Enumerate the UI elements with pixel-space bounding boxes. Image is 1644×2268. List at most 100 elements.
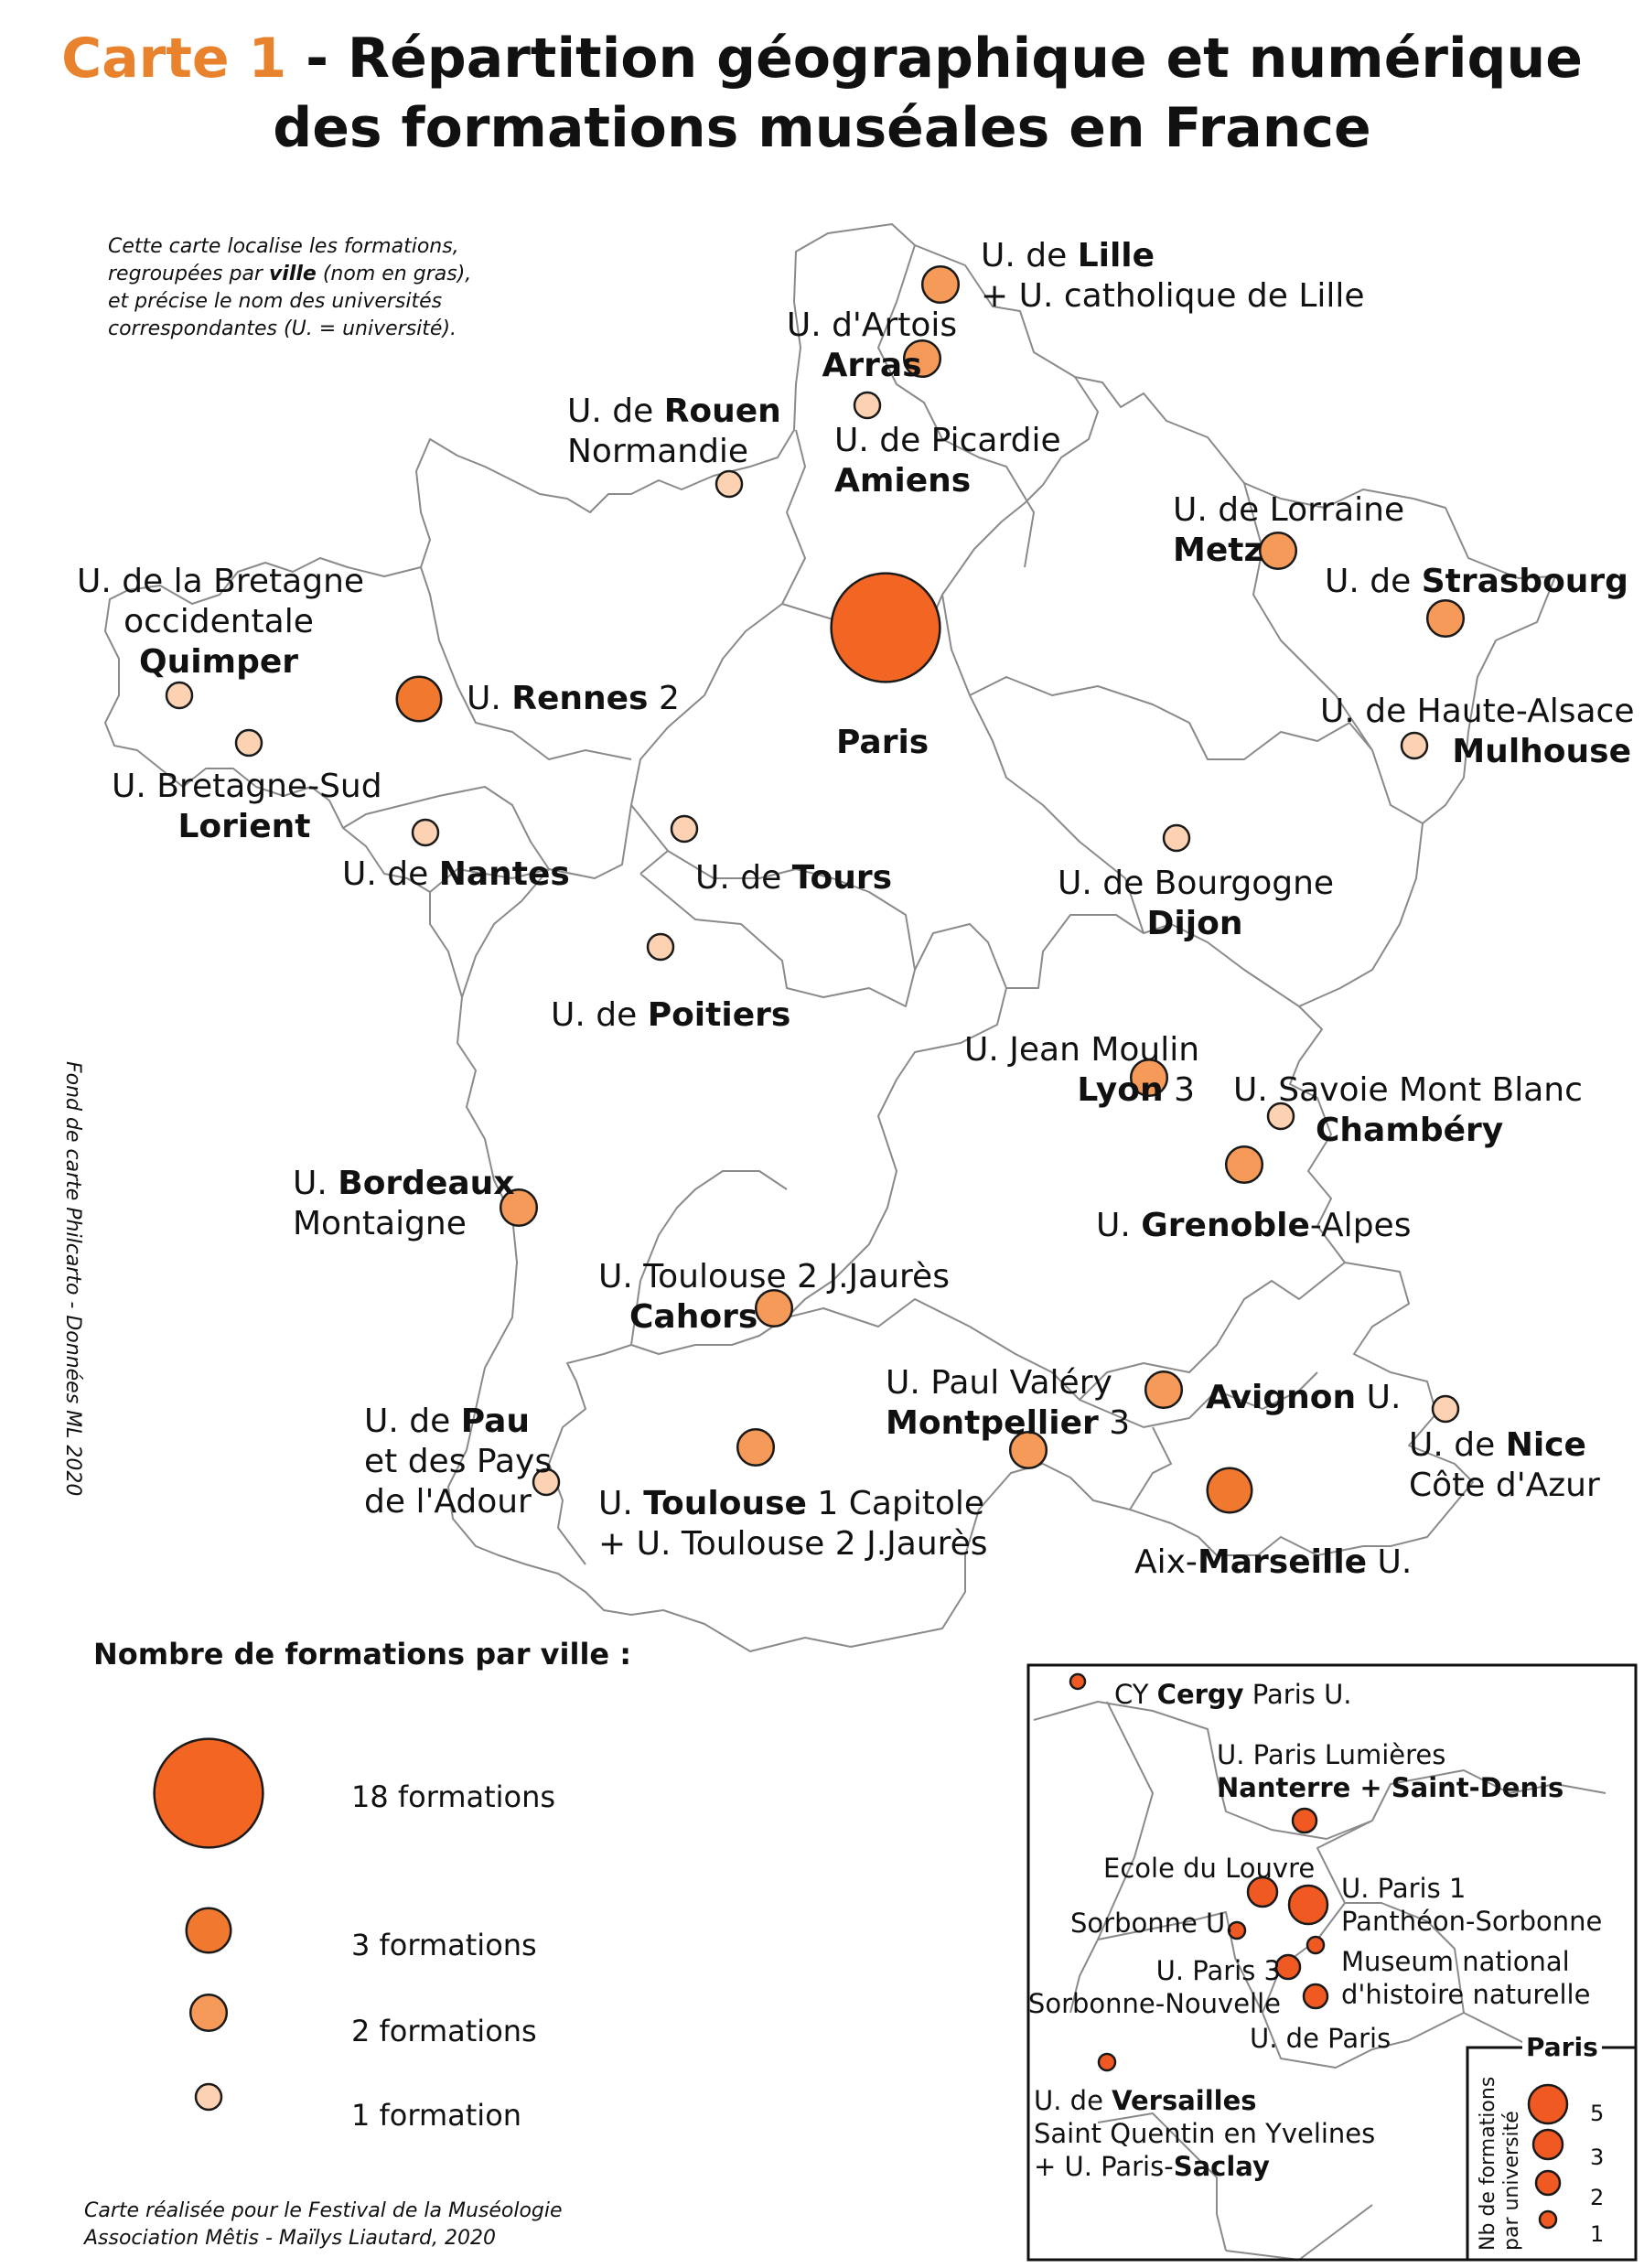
label-toulouse: U. Toulouse 1 Capitole + U. Toulouse 2 J… <box>598 1485 988 1563</box>
inset-label-cergy: CY Cergy Paris U. <box>1114 1679 1352 1710</box>
inset-legend-title: Paris <box>1522 2031 1602 2064</box>
inset-circle-museum <box>1306 1935 1326 1955</box>
legend-circle-2 <box>188 1993 229 2033</box>
label-rennes: U. Rennes 2 <box>467 680 680 717</box>
city-circle-tours <box>670 814 699 844</box>
legend-label-3: 3 formations <box>351 1928 537 1962</box>
city-circle-quimper <box>165 681 194 710</box>
legend-circle-18 <box>153 1737 264 1849</box>
label-nice: U. de Nice Côte d'Azur <box>1409 1426 1600 1504</box>
legend-title: Nombre de formations par ville : <box>93 1637 632 1671</box>
city-circle-nantes <box>411 818 440 847</box>
label-lyon: U. Jean Moulin Lyon 3 <box>964 1031 1200 1109</box>
label-amiens: U. de Picardie Amiens <box>834 422 1061 500</box>
city-circle-arras <box>902 339 942 379</box>
inset-legend-axis: Nb de formations par université <box>1477 2076 1523 2251</box>
inset-circle-cergy <box>1069 1672 1087 1691</box>
france-outline <box>104 223 1556 1652</box>
city-circle-montpellier <box>1008 1430 1048 1470</box>
label-pau: U. de Pau et des Pays de l'Adour <box>364 1403 553 1521</box>
city-circle-strasbourg <box>1425 598 1466 639</box>
label-dijon: U. de Bourgogne Dijon <box>1058 865 1335 942</box>
legend-circle-1 <box>194 2082 223 2112</box>
inset-circle-paris1 <box>1287 1884 1329 1926</box>
label-metz: U. de Lorraine Metz <box>1173 491 1405 569</box>
label-rouen: U. de Rouen Normandie <box>567 392 781 470</box>
label-montpellier: U. Paul Valéry Montpellier 3 <box>886 1364 1131 1442</box>
label-lille: U. de Lille + U. catholique de Lille <box>981 237 1365 315</box>
inset-label-louvre: Ecole du Louvre <box>1103 1853 1316 1884</box>
city-circle-grenoble <box>1224 1145 1264 1185</box>
inset-circle-uparis <box>1302 1983 1329 2010</box>
title-number: Carte 1 <box>61 27 287 91</box>
city-circle-avignon <box>1144 1370 1184 1410</box>
page-title: Carte 1 - Répartition géographique et nu… <box>0 26 1644 91</box>
inset-label-paris3: U. Paris 3 Sorbonne-Nouvelle <box>1027 1955 1281 2019</box>
city-circle-rouen <box>715 469 744 499</box>
inset-circle-nanterre <box>1291 1807 1318 1834</box>
city-circle-lorient <box>234 728 263 758</box>
label-chambery: U. Savoie Mont Blanc Chambéry <box>1233 1071 1583 1149</box>
label-lorient: U. Bretagne-Sud Lorient <box>112 768 382 845</box>
city-circle-lille <box>920 264 961 305</box>
inset-legend-circle-5 <box>1527 2083 1569 2125</box>
legend-label-1: 1 formation <box>351 2098 522 2133</box>
inset-circle-sorbonne <box>1227 1920 1247 1940</box>
city-circle-nice <box>1431 1394 1460 1424</box>
city-circle-cahors <box>754 1288 794 1328</box>
inset-circle-paris3 <box>1274 1953 1302 1981</box>
legend-label-2: 2 formations <box>351 2014 537 2048</box>
bottom-credit: Carte réalisée pour le Festival de la Mu… <box>84 2199 563 2250</box>
title-line1: - Répartition géographique et numérique <box>286 27 1583 91</box>
inset-label-paris1: U. Paris 1 Panthéon-Sorbonne <box>1341 1873 1603 1937</box>
page-title-line2: des formations muséales en France <box>273 96 1371 160</box>
label-arras: U. d'Artois Arras <box>786 306 958 384</box>
intro-note: Cette carte localise les formations, reg… <box>108 235 472 340</box>
label-nantes: U. de Nantes <box>342 855 570 893</box>
label-marseille: Aix-Marseille U. <box>1134 1543 1413 1581</box>
inset-label-sorbonne: Sorbonne U. <box>1070 1908 1234 1939</box>
city-circle-rennes <box>395 675 443 723</box>
inset-label-nanterre: U. Paris Lumières Nanterre + Saint-Denis <box>1217 1739 1564 1803</box>
inset-frame <box>1026 1663 1638 2262</box>
inset-label-uparis: U. de Paris <box>1250 2023 1391 2054</box>
vertical-credit: Fond de carte Philcarto - Données ML 202… <box>61 1061 84 1497</box>
legend-label-18: 18 formations <box>351 1779 556 1814</box>
legend-circle-3 <box>185 1907 232 1954</box>
label-grenoble: U. Grenoble-Alpes <box>1096 1207 1412 1244</box>
city-circle-metz <box>1258 531 1298 571</box>
inset-legend-val-1: 1 <box>1590 2221 1605 2247</box>
city-circle-paris <box>830 572 941 683</box>
city-circle-marseille <box>1206 1467 1253 1514</box>
label-paris: Paris <box>836 724 929 761</box>
city-circle-pau <box>532 1467 561 1497</box>
inset-circle-versailles <box>1097 2052 1117 2072</box>
inset-label-versailles: U. de Versailles Saint Quentin en Yvelin… <box>1034 2085 1376 2182</box>
label-avignon: Avignon U. <box>1206 1379 1402 1416</box>
inset-circle-louvre <box>1246 1876 1279 1908</box>
label-cahors: U. Toulouse 2 J.Jaurès Cahors <box>598 1258 950 1336</box>
city-circle-toulouse <box>736 1427 776 1467</box>
city-circle-lyon <box>1129 1058 1169 1098</box>
label-strasbourg: U. de Strasbourg <box>1325 563 1628 600</box>
label-tours: U. de Tours <box>695 859 893 897</box>
inset-legend-circle-2 <box>1534 2169 1562 2197</box>
city-circle-chambery <box>1266 1102 1295 1131</box>
inset-legend-val-3: 3 <box>1590 2144 1605 2170</box>
inset-legend-circle-1 <box>1538 2209 1558 2230</box>
inset-legend-val-2: 2 <box>1590 2185 1605 2210</box>
city-circle-mulhouse <box>1400 731 1429 760</box>
city-circle-bordeaux <box>499 1188 539 1228</box>
city-circle-amiens <box>853 391 882 420</box>
city-circle-poitiers <box>646 932 675 962</box>
label-bordeaux: U. Bordeaux Montaigne <box>293 1165 515 1242</box>
inset-label-museum: Museum national d'histoire naturelle <box>1341 1946 1591 2010</box>
inset-legend-val-5: 5 <box>1590 2101 1605 2126</box>
label-poitiers: U. de Poitiers <box>551 996 791 1034</box>
city-circle-dijon <box>1162 823 1191 853</box>
inset-borders <box>1033 1701 1606 2261</box>
inset-legend-circle-3 <box>1531 2128 1564 2161</box>
label-mulhouse: U. de Haute-Alsace Mulhouse <box>1320 693 1635 770</box>
